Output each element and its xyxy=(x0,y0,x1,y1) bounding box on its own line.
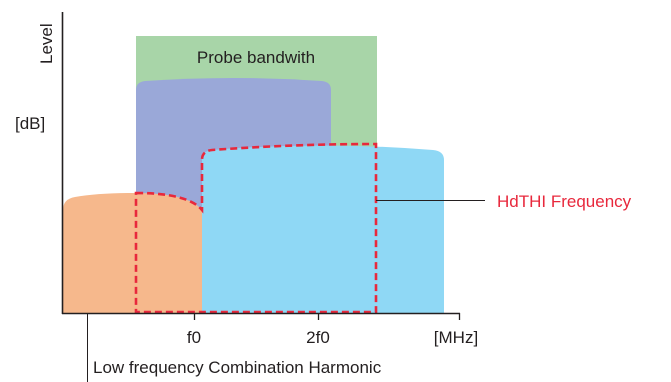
x-tick-label-2f0: 2f0 xyxy=(306,328,330,347)
probe-bandwidth-label: Probe bandwith xyxy=(197,48,315,67)
harmonic-band xyxy=(202,145,444,314)
hdthi-frequency-label: HdTHI Frequency xyxy=(497,192,632,211)
low-frequency-label: Low frequency Combination Harmonic xyxy=(93,358,382,377)
hdthi-frequency-outline xyxy=(134,142,378,314)
y-unit-label: [dB] xyxy=(15,114,45,133)
x-unit-label: [MHz] xyxy=(434,328,478,347)
low-frequency-band xyxy=(63,193,202,314)
y-axis-label: Level xyxy=(37,23,56,64)
x-tick-label-f0: f0 xyxy=(187,328,201,347)
